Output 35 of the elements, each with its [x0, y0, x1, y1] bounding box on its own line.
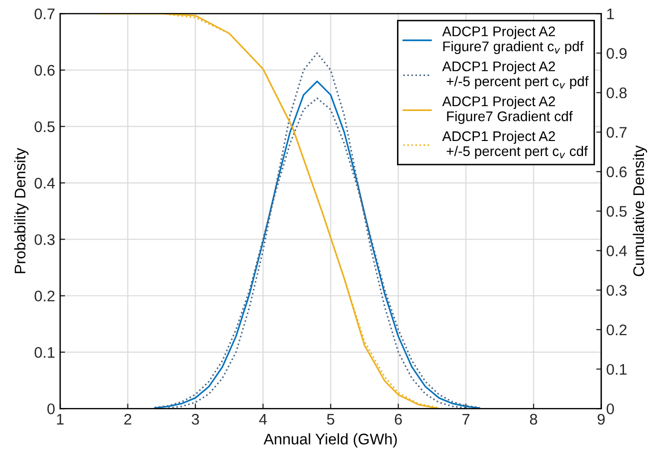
y-tick-label: 0.5 [34, 121, 55, 132]
x-axis-title: Annual Yield (GWh) [264, 433, 397, 448]
legend-label: ADCP1 Project A2 Figure7 gradient c$_{v}$ pdf [442, 26, 584, 54]
x-tick-label: 2 [124, 414, 132, 425]
y-tick-label: 0.1 [34, 347, 55, 358]
y2-tick-label: 0.5 [606, 206, 627, 217]
x-tick-label: 9 [598, 414, 605, 425]
x-tick-label: 6 [394, 414, 402, 425]
y2-tick-label: 0.3 [606, 284, 627, 296]
y2-tick-label: 0.8 [606, 87, 627, 98]
x-tick-label: 8 [530, 414, 538, 425]
y2-tick-label: 0 [606, 403, 614, 414]
y2-tick-label: 0.9 [606, 48, 627, 59]
y2-tick-label: 0.4 [606, 245, 627, 256]
x-tick-label: 5 [327, 414, 334, 425]
x-tick-label: 3 [192, 414, 199, 425]
y2-tick-label: 0.6 [606, 166, 627, 178]
y2-tick-label: 1 [607, 8, 614, 20]
legend-label: ADCP1 Project A2 +/-5 percent pert c$_{v}$ pdf [442, 61, 589, 90]
x-tick-label: 4 [259, 414, 267, 425]
y-tick-label: 0.3 [34, 234, 55, 246]
x-tick-label: 7 [462, 414, 470, 425]
y-tick-label: 0.7 [34, 8, 54, 20]
y-tick-label: 0.4 [34, 178, 55, 189]
y-tick-label: 0.6 [34, 64, 55, 76]
legend-label: ADCP1 Project A2 +/-5 percent pert c$_{v}$ cdf [442, 130, 588, 159]
y2-axis-title: Cumulative Density [632, 145, 648, 276]
x-tick-label: 1 [57, 414, 64, 425]
y-tick-label: 0 [47, 403, 55, 414]
y2-tick-label: 0.2 [606, 324, 627, 336]
y2-tick-label: 0.7 [606, 126, 627, 138]
y-tick-label: 0.2 [34, 290, 54, 302]
y-axis-title: Probability Density [14, 148, 28, 274]
legend-label: ADCP1 Project A2 Figure7 Gradient cdf [442, 96, 573, 124]
y2-tick-label: 0.1 [606, 364, 627, 375]
